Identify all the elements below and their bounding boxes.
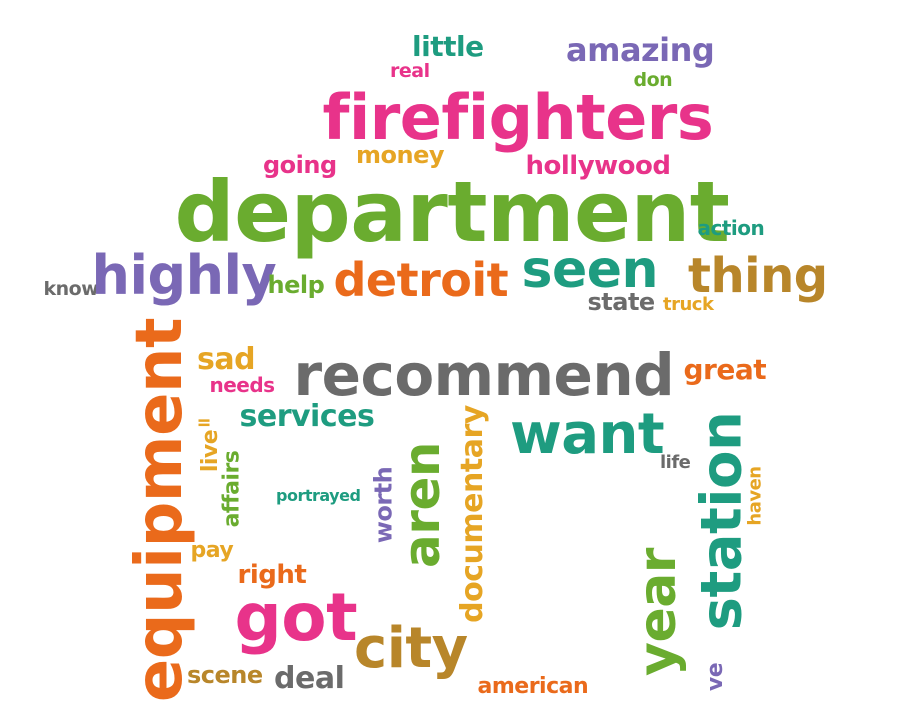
word-documentary: documentary [454, 405, 490, 623]
word-money: money [356, 141, 445, 169]
word-little: little [412, 30, 484, 63]
word-worth: worth [368, 466, 397, 544]
word-hollywood: hollywood [525, 151, 672, 181]
word-year: year [627, 548, 688, 676]
word-great: great [683, 353, 767, 386]
word-city: city [354, 616, 468, 681]
word-want: want [510, 402, 665, 467]
word-got: got [234, 579, 358, 656]
word-real: real [390, 59, 430, 82]
word-needs: needs [209, 373, 276, 397]
word-recommend: recommend [293, 341, 675, 409]
word-don: don [633, 68, 673, 91]
word-firefighters: firefighters [322, 81, 714, 154]
word-station: station [688, 411, 754, 631]
word-haven: haven [744, 466, 766, 526]
word-seen: seen [521, 240, 659, 300]
word-highly: highly [91, 244, 277, 307]
word-pay: pay [190, 538, 234, 563]
word-detroit: detroit [333, 253, 509, 307]
word-action: action [697, 216, 765, 240]
word-affairs: affairs [218, 450, 244, 528]
word-going: going [263, 151, 337, 179]
word-aren: aren [392, 442, 451, 568]
word-right: right [237, 560, 307, 590]
word-truck: truck [663, 294, 714, 315]
word-know: know [43, 277, 99, 300]
word-ve: ve [703, 662, 729, 692]
word-american: american [477, 674, 589, 699]
word-ll: ll [196, 418, 213, 428]
word-equipment: equipment [123, 317, 198, 703]
word-portrayed: portrayed [276, 486, 361, 505]
word-scene: scene [187, 661, 263, 689]
word-deal: deal [274, 661, 345, 696]
word-sad: sad [197, 342, 256, 377]
word-amazing: amazing [566, 31, 715, 69]
word-life: life [660, 452, 691, 473]
word-thing: thing [688, 248, 828, 304]
word-help: help [267, 271, 325, 299]
word-department: department [174, 163, 730, 261]
word-services: services [239, 399, 375, 434]
word-state: state [587, 288, 656, 316]
